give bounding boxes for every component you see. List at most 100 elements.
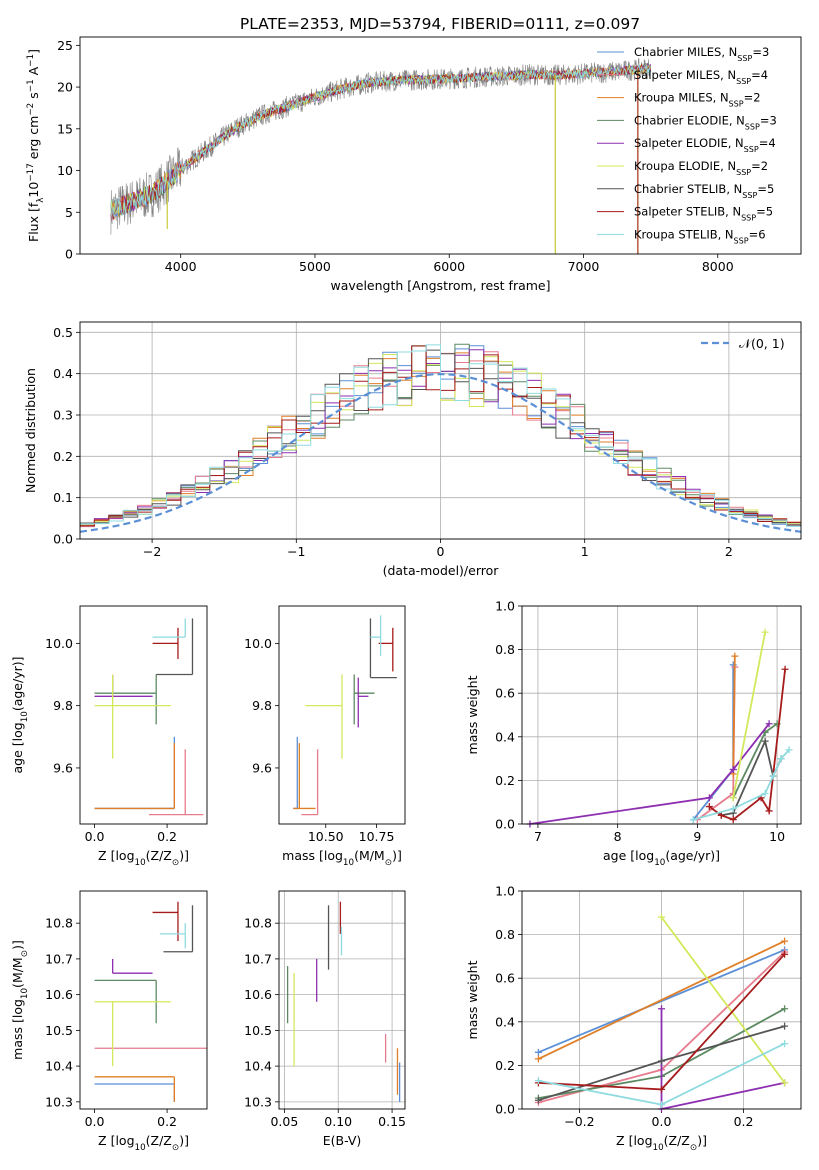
panel-spectrum: 4000 5000 6000 7000 8000 0 5 10 15 20 25 wavelength… <box>26 36 802 293</box>
axes-frame <box>521 890 802 1110</box>
mass-weight-marker <box>765 720 773 728</box>
label-part: A <box>26 66 41 79</box>
mass-weight-line <box>692 664 735 821</box>
normal-reference-curve <box>79 372 802 533</box>
x-axis-label: (data-model)/error <box>383 563 500 578</box>
model-spectrum-line <box>110 64 651 219</box>
y-tick-label: 0.4 <box>53 366 73 381</box>
x-tick-label: 0.0 <box>85 1114 105 1129</box>
legend-label-tail: =2 <box>751 159 768 173</box>
mass-weight-marker <box>761 789 769 797</box>
axes-frame <box>79 36 802 255</box>
label-part: Flux [f <box>26 202 41 242</box>
y-tick-label: 25 <box>57 38 73 53</box>
x-tick-label: 8000 <box>702 259 734 274</box>
label-part: mass [log <box>10 999 25 1060</box>
legend-label-tail: =6 <box>749 227 766 241</box>
model-spectrum-line <box>110 64 651 219</box>
y-tick-label: 0.5 <box>53 325 73 340</box>
y-tick-label: 10.7 <box>45 951 73 966</box>
y-tick-label: 0.8 <box>495 927 515 942</box>
mass-weight-marker <box>534 1048 542 1056</box>
y-axis-label: age [log10(age/yr)] <box>10 656 30 773</box>
mass-weight-marker <box>717 811 725 819</box>
legend-label-sub: SSP <box>742 190 757 199</box>
x-tick-label: 5000 <box>299 259 331 274</box>
mass-weight-line <box>538 940 785 1060</box>
y-tick-label: 10 <box>57 163 73 178</box>
label-part: )] <box>179 1133 189 1148</box>
figure-title: PLATE=2353, MJD=53794, FIBERID=0111, z=0… <box>240 15 640 33</box>
legend-label-tail: =4 <box>759 136 776 150</box>
x-tick-label: 10.50 <box>308 829 344 844</box>
mass-weight-marker <box>658 1101 665 1109</box>
y-axis-label: mass [log10(M/M⊙)] <box>10 940 30 1060</box>
label-part: 10 <box>653 1143 664 1153</box>
y-tick-label: 1.0 <box>495 884 515 899</box>
x-tick-label: 0.0 <box>652 1114 672 1129</box>
legend-label: Chabrier ELODIE, NSSP=3 <box>634 113 777 130</box>
y-tick-label: 10.4 <box>45 1059 73 1074</box>
legend-label-sub: SSP <box>734 236 749 245</box>
model-spectrum-line <box>110 63 651 218</box>
y-tick-label: 10.0 <box>45 636 73 651</box>
legend-label-sub: SSP <box>737 54 752 63</box>
y-tick-label: 10.0 <box>244 636 272 651</box>
label-part: 10 <box>20 988 30 999</box>
legend-label-name: Salpeter MILES, N <box>634 68 736 82</box>
mass-weight-marker <box>705 794 713 802</box>
x-tick-label: 0.15 <box>378 1114 406 1129</box>
label-part: Z [log <box>98 1133 134 1148</box>
label-part: (Z/Z <box>146 848 172 863</box>
y-tick-label: 0.6 <box>495 971 515 986</box>
label-part: erg cm <box>26 116 41 164</box>
x-tick-label: 2 <box>725 544 733 559</box>
legend-label: Salpeter STELIB, NSSP=5 <box>634 205 773 223</box>
y-tick-label: 10.7 <box>244 951 272 966</box>
label-part: −2 <box>26 103 36 116</box>
label-part: (age/yr)] <box>10 656 25 711</box>
model-spectrum-line <box>110 64 651 217</box>
legend-label-sub: SSP <box>736 76 751 85</box>
x-tick-label: 0.05 <box>270 1114 298 1129</box>
label-part: ⊙ <box>172 1143 179 1153</box>
legend-label-sub: SSP <box>729 99 744 108</box>
x-tick-label: 9 <box>693 829 701 844</box>
legend-label-tail: =5 <box>757 182 774 196</box>
y-tick-label: 0.2 <box>495 773 515 788</box>
panel-age_vs_mass: 10.50 10.75 9.6 9.8 10.0 mass [log10(M/M⊙)] <box>244 605 406 868</box>
label-part: (M/M <box>10 957 25 988</box>
mass-weight-marker <box>765 807 773 815</box>
mass-weight-marker <box>729 766 737 773</box>
label-part: age [log <box>603 848 654 863</box>
legend-label: Salpeter MILES, NSSP=4 <box>634 68 768 86</box>
mass-weight-marker <box>705 803 713 811</box>
legend-label-tail: =2 <box>744 91 761 105</box>
legend-label-tail: =4 <box>751 68 768 82</box>
legend-label: Kroupa ELODIE, NSSP=2 <box>634 159 768 177</box>
label-part: (age/yr)] <box>665 848 720 863</box>
x-tick-label: 0.2 <box>734 1114 754 1129</box>
y-axis-label: Normed distribution <box>23 368 38 493</box>
mass-weight-marker <box>534 1055 542 1063</box>
y-tick-label: 0.1 <box>53 490 73 505</box>
y-tick-label: 10.3 <box>244 1094 272 1109</box>
legend-label: Kroupa MILES, NSSP=2 <box>634 91 761 109</box>
label-part: age [log <box>10 722 25 773</box>
x-tick-label: 0.0 <box>85 829 105 844</box>
y-tick-label: 0.0 <box>53 532 73 547</box>
mass-weight-marker <box>769 772 777 780</box>
legend-label-sub: SSP <box>736 168 751 177</box>
legend-label-name: Kroupa STELIB, N <box>634 227 734 241</box>
y-tick-label: 20 <box>57 80 73 95</box>
y-tick-label: 0.6 <box>495 686 515 701</box>
legend-label-sub: SSP <box>745 122 760 131</box>
model-spectrum-line <box>110 63 651 221</box>
legend: 𝒩(0, 1) <box>701 336 785 351</box>
y-tick-label: 10.6 <box>45 987 73 1002</box>
y-tick-label: 10.5 <box>244 1023 272 1038</box>
label-part: −1 <box>26 54 36 67</box>
y-tick-label: 10.5 <box>45 1023 73 1038</box>
axes-frame <box>79 890 208 1110</box>
